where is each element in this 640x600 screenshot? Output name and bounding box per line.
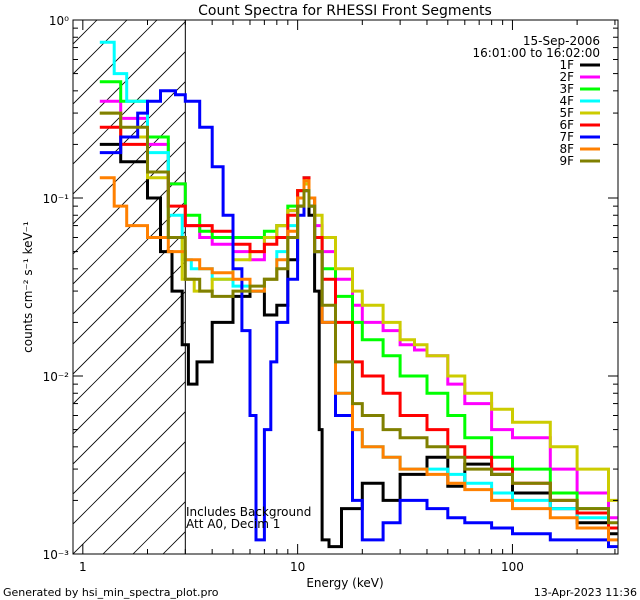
y-tick-label: 10⁻¹ [43, 192, 70, 206]
time-range-label: 16:01:00 to 16:02:00 [473, 46, 600, 60]
hatch-line [73, 411, 186, 525]
legend-label-7F: 7F [559, 130, 574, 144]
hatch-line [73, 51, 186, 165]
hatch-line [73, 231, 186, 345]
date-label: 15-Sep-2006 [523, 34, 600, 48]
x-axis-label: Energy (keV) [306, 576, 383, 590]
footer-generated-by: Generated by hsi_min_spectra_plot.pro [3, 586, 219, 599]
legend-label-1F: 1F [559, 58, 574, 72]
legend-label-2F: 2F [559, 70, 574, 84]
series-layer [99, 40, 618, 549]
hatch-line [73, 201, 186, 315]
hatch-line [73, 81, 186, 195]
hatched-region [0, 20, 640, 554]
x-tick-label: 10 [290, 560, 305, 574]
hatch-line [73, 291, 186, 405]
legend-label-8F: 8F [559, 142, 574, 156]
hatch-line [0, 20, 7, 554]
legend-label-3F: 3F [559, 82, 574, 96]
y-axis-label: counts cm⁻² s⁻¹ keV⁻¹ [21, 221, 35, 353]
y-tick-label: 10⁰ [49, 14, 69, 28]
legend-label-9F: 9F [559, 154, 574, 168]
y-tick-label: 10⁻³ [43, 548, 70, 562]
x-tick-label: 1 [79, 560, 87, 574]
hatch-line [73, 21, 186, 135]
y-tick-label: 10⁻² [43, 370, 70, 384]
series-5F [99, 111, 618, 502]
hatch-line [73, 261, 186, 375]
footer-timestamp: 13-Apr-2023 11:36 [534, 586, 637, 599]
legend-label-6F: 6F [559, 118, 574, 132]
annotation-background: Includes Background [186, 505, 311, 519]
y-axis-ticks: 10⁰ 10⁻¹ 10⁻² 10⁻³ [43, 14, 618, 562]
legend-label-5F: 5F [559, 106, 574, 120]
x-tick-label: 100 [501, 560, 524, 574]
series-2F [99, 99, 618, 520]
series-1F [99, 142, 618, 549]
annotation-attenuator: Att A0, Decim 1 [186, 517, 280, 531]
legend-label-4F: 4F [559, 94, 574, 108]
hatch-line [73, 20, 98, 45]
hatch-line [73, 441, 186, 554]
chart-title: Count Spectra for RHESSI Front Segments [198, 3, 492, 19]
series-8F [99, 176, 618, 542]
hatch-line [613, 20, 640, 554]
series-9F [99, 111, 618, 525]
series-4F [99, 40, 618, 530]
plot-frame [72, 19, 619, 555]
hatch-line [102, 471, 186, 554]
hatch-line [73, 381, 186, 495]
series-7F [99, 89, 618, 549]
x-axis-ticks: 1 10 100 [79, 20, 616, 574]
